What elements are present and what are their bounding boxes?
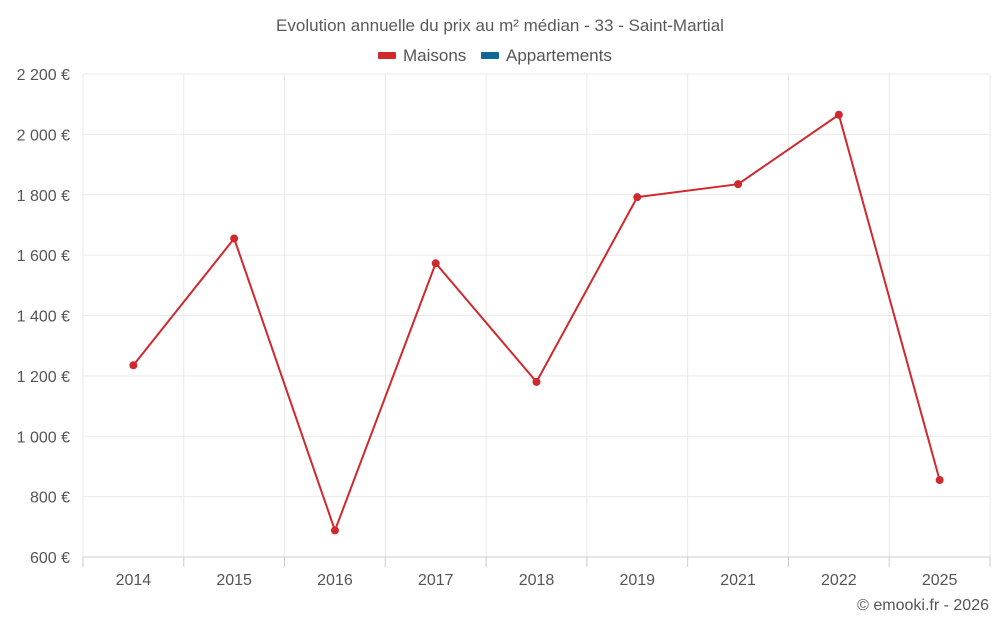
axes: 600 € 800 € 1 000 € 1 200 € 1 400 € 1 600 € 1 … <box>17 67 991 589</box>
data-point[interactable] <box>230 234 239 243</box>
legend-item-maisons[interactable]: Maisons <box>378 46 466 65</box>
legend-label-appartements: Appartements <box>506 46 612 65</box>
plot-area <box>129 110 944 535</box>
x-tick-label: 2021 <box>720 572 756 589</box>
data-point[interactable] <box>633 193 642 202</box>
x-tick-label: 2018 <box>519 572 555 589</box>
legend-label-maisons: Maisons <box>403 46 466 65</box>
x-tick-label: 2017 <box>418 572 454 589</box>
data-point[interactable] <box>734 180 743 189</box>
chart-title: Evolution annuelle du prix au m² médian … <box>276 16 724 35</box>
x-tick-label: 2025 <box>922 572 958 589</box>
legend-item-appartements[interactable]: Appartements <box>481 46 612 65</box>
data-point[interactable] <box>532 377 541 386</box>
legend-swatch-maisons <box>378 52 396 59</box>
legend: Maisons Appartements <box>378 46 612 65</box>
x-tick-label: 2015 <box>216 572 252 589</box>
y-tick-label: 1 600 € <box>17 248 70 265</box>
y-tick-label: 1 800 € <box>17 188 70 205</box>
y-tick-label: 1 200 € <box>17 369 70 386</box>
x-tick-label: 2014 <box>116 572 152 589</box>
grid <box>82 73 991 557</box>
y-tick-label: 2 200 € <box>17 67 70 84</box>
series-line-maisons <box>132 113 941 532</box>
data-point[interactable] <box>431 259 440 268</box>
data-point[interactable] <box>129 361 138 370</box>
x-tick-label: 2016 <box>317 572 353 589</box>
y-tick-label: 800 € <box>30 490 70 507</box>
credit-text: © emooki.fr - 2026 <box>857 597 989 614</box>
data-point[interactable] <box>834 110 843 119</box>
data-point[interactable] <box>935 476 944 485</box>
y-tick-label: 600 € <box>30 550 70 567</box>
legend-swatch-appartements <box>481 52 499 59</box>
data-point[interactable] <box>330 526 339 535</box>
y-tick-label: 1 400 € <box>17 309 70 326</box>
x-tick-label: 2022 <box>821 572 857 589</box>
x-tick-label: 2019 <box>619 572 655 589</box>
y-tick-label: 2 000 € <box>17 127 70 144</box>
y-tick-label: 1 000 € <box>17 429 70 446</box>
